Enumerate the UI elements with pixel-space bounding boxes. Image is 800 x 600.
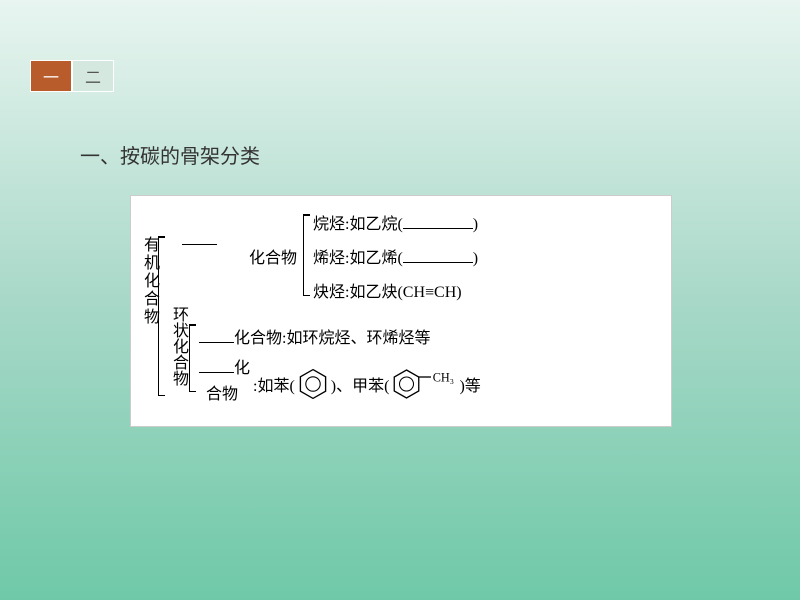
leaf-cyclic: 化合物:如环烷烃、环烯烃等 xyxy=(199,324,430,348)
leaf2-post: ) xyxy=(473,250,478,267)
classification-diagram: 有机化合物 化合物 烷烃:如乙烷() 烯烃:如乙烯() 炔烃:如乙炔(CH≡CH… xyxy=(130,195,672,427)
branch1-bracket xyxy=(303,214,304,296)
leaf-aromatic-content: :如苯( )、甲苯( CH₃ )等 xyxy=(253,366,481,402)
page-title: 一、按碳的骨架分类 xyxy=(80,140,260,169)
benzene-icon xyxy=(295,366,331,402)
leaf-alkyne: 炔烃:如乙炔(CH≡CH) xyxy=(313,278,462,302)
branch1-blank xyxy=(182,244,217,245)
leaf1-pre: 烷烃:如乙烷( xyxy=(313,216,403,233)
toluene-ch3: CH₃ xyxy=(433,370,454,384)
tab-two[interactable]: 二 xyxy=(72,60,114,92)
leaf4-blank xyxy=(199,328,234,343)
leaf-aromatic-line1: 化 xyxy=(199,354,250,378)
leaf5-pre: :如苯( xyxy=(253,372,295,396)
leaf-alkene: 烯烃:如乙烯() xyxy=(313,244,478,268)
leaf2-pre: 烯烃:如乙烯( xyxy=(313,250,403,267)
branch2-bracket xyxy=(189,324,190,392)
leaf2-blank xyxy=(403,248,473,263)
leaf4-rest: 化合物:如环烷烃、环烯烃等 xyxy=(234,330,430,347)
root-bracket xyxy=(158,236,159,396)
branch2-label: 环状化合物 xyxy=(166,306,190,386)
leaf5a-blank xyxy=(199,358,234,373)
toluene-icon: CH₃ xyxy=(389,366,459,402)
leaf-aromatic-line2: 合物 xyxy=(206,380,238,404)
leaf5a-mid: 化 xyxy=(234,360,250,377)
tab-bar: 一 二 xyxy=(30,60,114,92)
leaf5-post: )等 xyxy=(459,372,480,396)
leaf5-mid: )、甲苯( xyxy=(331,372,390,396)
tab-one[interactable]: 一 xyxy=(30,60,72,92)
leaf-alkane: 烷烃:如乙烷() xyxy=(313,210,478,234)
leaf1-blank xyxy=(403,214,473,229)
leaf1-post: ) xyxy=(473,216,478,233)
branch1-label: 化合物 xyxy=(249,244,297,268)
